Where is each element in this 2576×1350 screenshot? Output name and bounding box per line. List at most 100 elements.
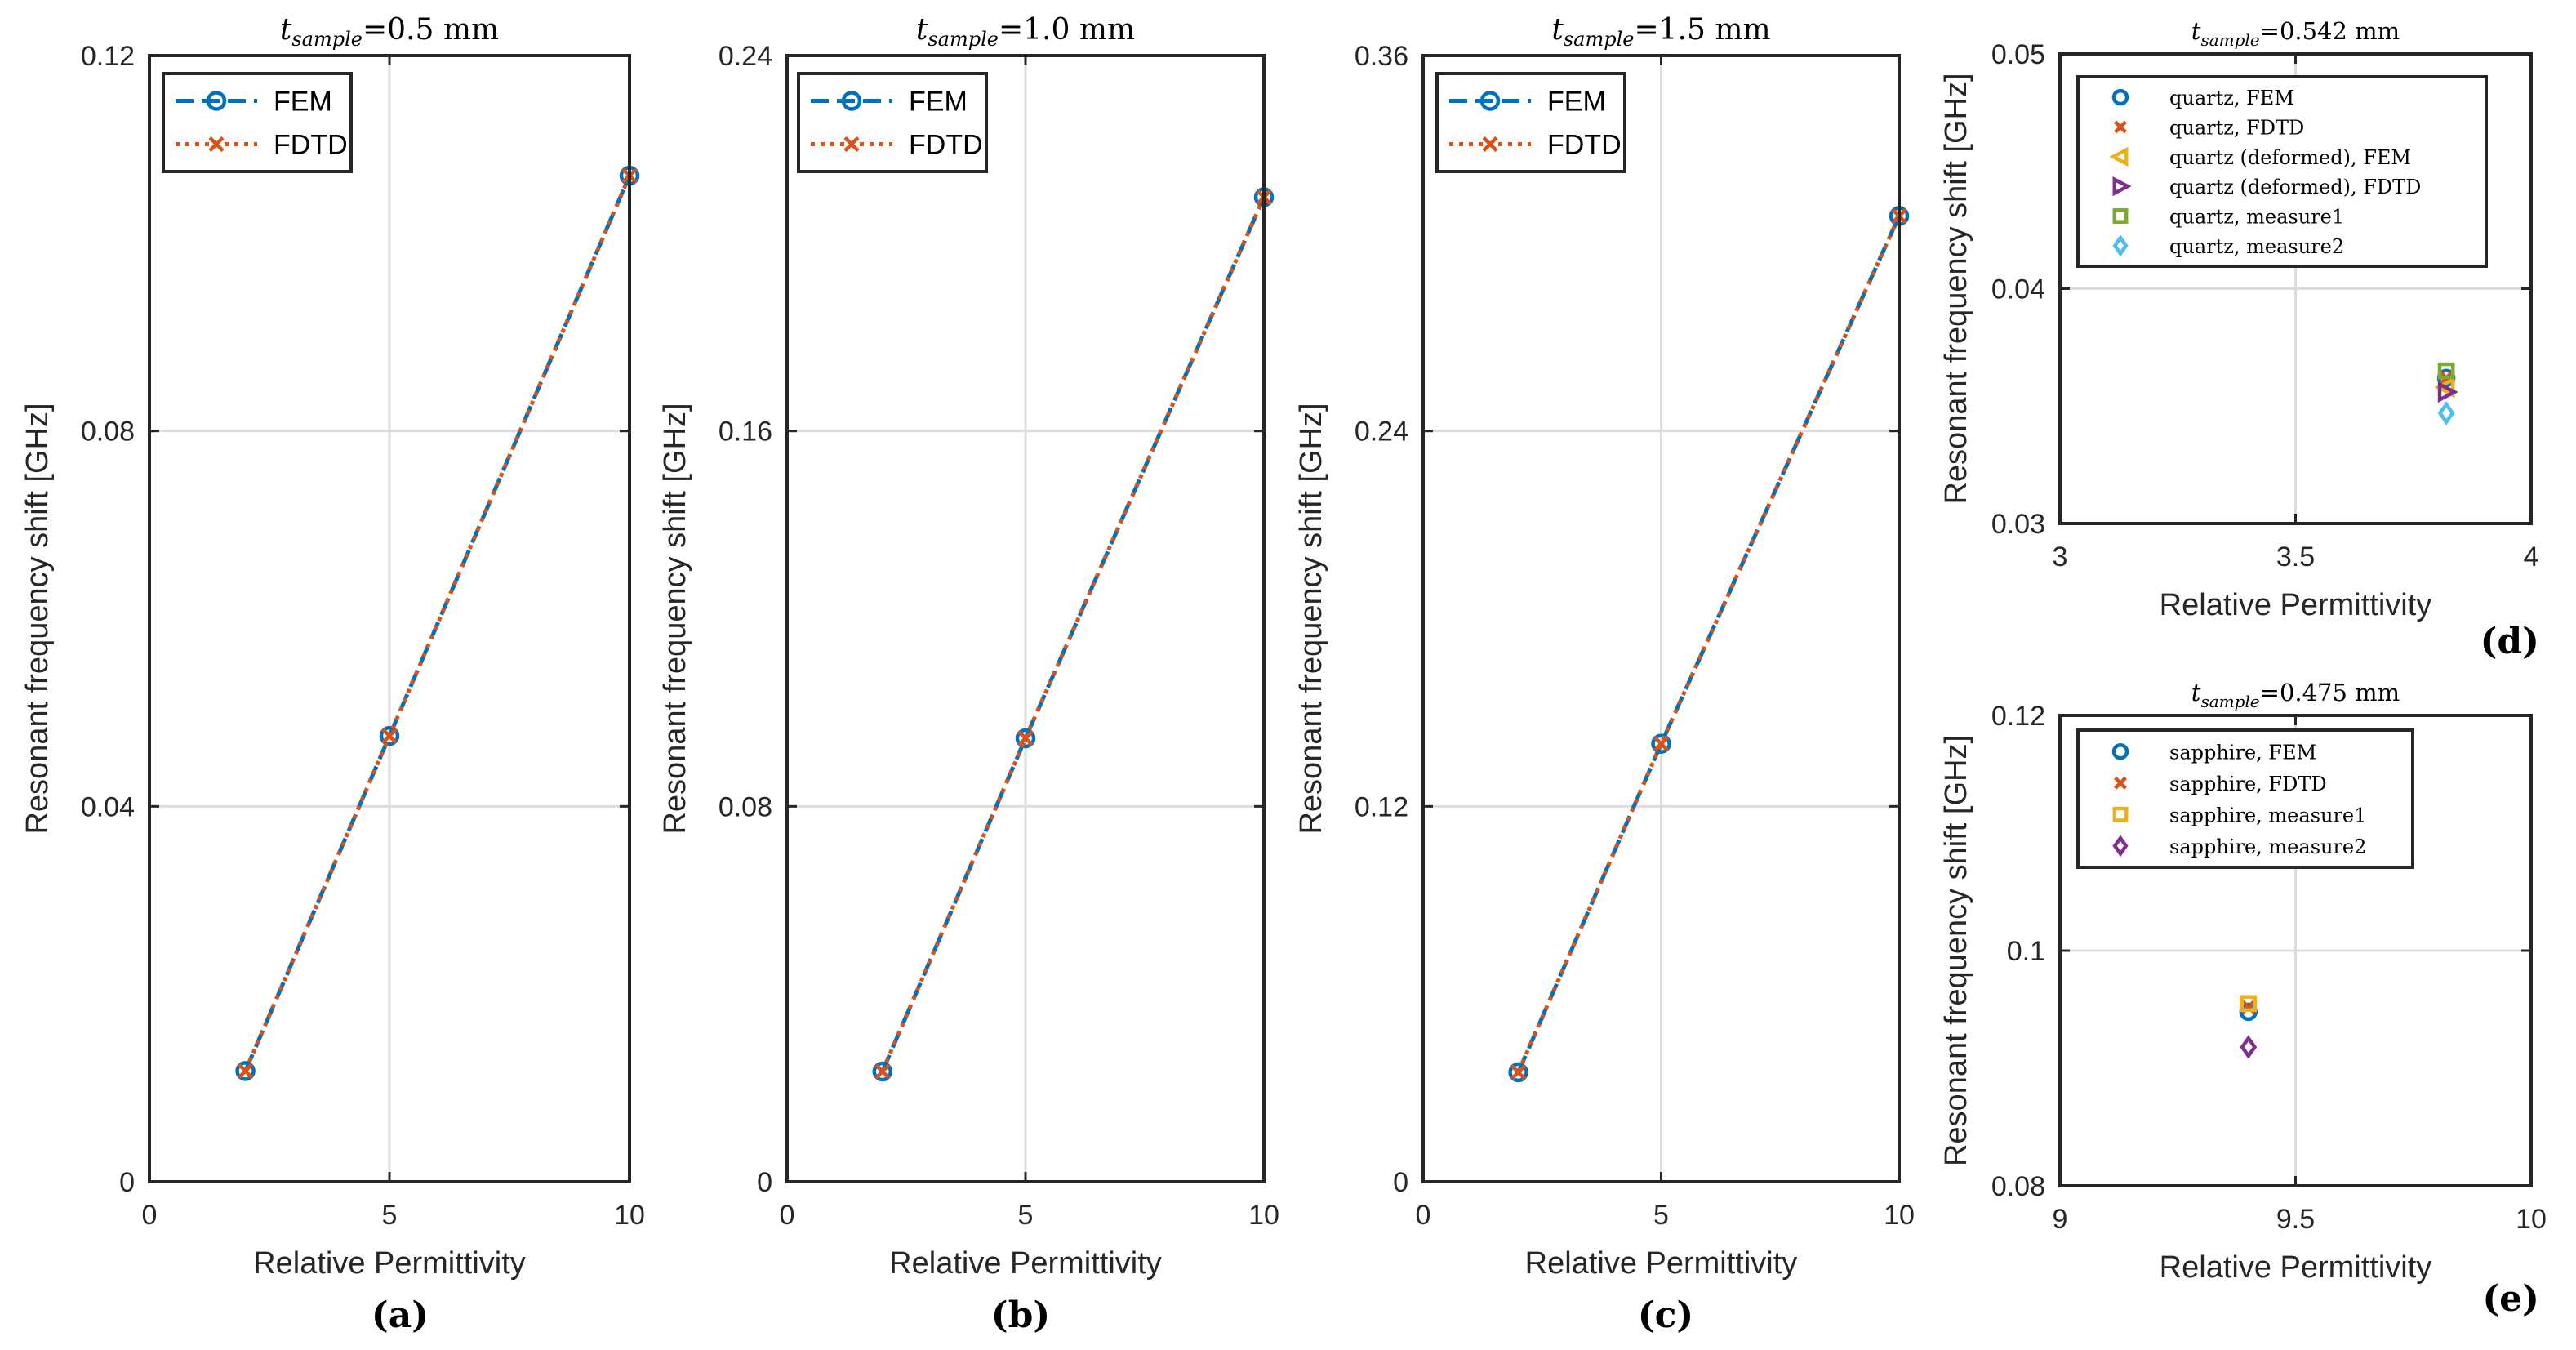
x-axis-label: Relative Permittivity — [889, 1246, 1162, 1281]
y-tick-label: 0.04 — [81, 791, 135, 822]
x-tick-label: 10 — [2516, 1204, 2547, 1235]
y-tick-label: 0 — [1393, 1167, 1408, 1198]
title-var: t — [2191, 679, 2201, 706]
legend-entry: sapphire, FDTD — [2169, 773, 2327, 795]
legend-box — [2076, 728, 2414, 869]
title-var: t — [916, 13, 928, 47]
x-axis-label: Relative Permittivity — [1525, 1246, 1798, 1281]
x-tick-label: 10 — [1884, 1200, 1915, 1231]
panel-label: (c) — [1638, 1294, 1693, 1336]
legend-entry: quartz (deformed), FEM — [2169, 146, 2411, 169]
y-tick-label: 0.12 — [1355, 791, 1408, 822]
y-tick-label: 0 — [119, 1167, 135, 1198]
x-tick-label: 9 — [2053, 1204, 2068, 1235]
title-rest: =1.0 mm — [999, 13, 1135, 47]
legend-marker — [2112, 176, 2132, 197]
series-quartz-measure1 — [2437, 362, 2455, 380]
legend-marker — [1479, 91, 1501, 111]
x-axis-label: Relative Permittivity — [2160, 588, 2432, 622]
legend-entry: sapphire, measure2 — [2169, 835, 2366, 858]
legend-box — [162, 72, 353, 173]
legend-entry: sapphire, FEM — [2169, 741, 2316, 764]
x-tick-label: 0 — [142, 1200, 158, 1231]
series-line — [880, 196, 1266, 1072]
y-tick-label: 0.24 — [719, 41, 772, 72]
chart-d: 3 3.5 4 0.03 0.04 0.05 Relative Permittivity Re… — [1939, 17, 2539, 662]
title-var: t — [280, 13, 292, 47]
legend-entry: quartz, FDTD — [2169, 117, 2304, 140]
legend-marker — [2109, 146, 2129, 167]
legend-entry: quartz, FEM — [2169, 87, 2294, 109]
axes-box — [785, 54, 1266, 1183]
x-tick-label: 10 — [1248, 1200, 1279, 1231]
x-tick-label: 0 — [1416, 1200, 1431, 1231]
data-point — [2240, 1035, 2258, 1059]
x-axis-label: Relative Permittivity — [253, 1246, 526, 1281]
legend-marker — [2114, 120, 2127, 134]
y-tick-label: 0 — [757, 1167, 772, 1198]
data-point — [379, 725, 400, 746]
y-tick-label: 0.08 — [81, 417, 135, 448]
y-tick-label: 0.24 — [1355, 417, 1408, 448]
legend-entry: FDTD — [1547, 130, 1622, 161]
legend: quartz, FEM quartz, FDTD quartz (deformed)… — [2076, 75, 2488, 268]
data-point — [235, 1061, 256, 1081]
legend-entry: FEM — [1547, 87, 1606, 118]
x-tick-label: 5 — [1653, 1200, 1669, 1231]
legend-entry: FDTD — [909, 130, 983, 161]
legend-marker — [2114, 776, 2127, 790]
chart-title: tsample=1.0 mm — [916, 13, 1135, 51]
y-tick-label: 0.05 — [1991, 39, 2045, 70]
legend-marker — [208, 136, 225, 153]
data-point — [2437, 362, 2455, 380]
series-quartz-deformed-fem — [2434, 376, 2455, 399]
legend-entry: sapphire, measure1 — [2169, 804, 2366, 826]
series-fem — [1508, 206, 1910, 1083]
legend: FEM FDTD — [162, 72, 353, 173]
axes-box — [2058, 714, 2533, 1187]
title-sub: sample — [291, 28, 363, 51]
x-tick-label: 4 — [2524, 541, 2539, 573]
series-line — [1516, 215, 1902, 1073]
legend-entry: FEM — [909, 87, 968, 118]
y-tick-label: 0.12 — [81, 41, 135, 72]
legend-marker — [843, 136, 860, 153]
legend-marker — [2112, 835, 2129, 858]
legend-marker — [2111, 743, 2129, 760]
y-axis-label: Resonant frequency shift [GHz] — [20, 403, 55, 834]
y-tick-label: 0.36 — [1355, 41, 1408, 72]
series-fem — [872, 187, 1275, 1082]
series-sapphire-measure1 — [2240, 995, 2258, 1013]
y-tick-label: 0.03 — [1991, 509, 2045, 540]
data-point — [1015, 728, 1036, 749]
legend-marker — [1482, 136, 1498, 153]
title-sub: sample — [2200, 692, 2259, 711]
x-tick-label: 0 — [780, 1200, 795, 1231]
x-tick-label: 9.5 — [2276, 1204, 2315, 1235]
title-rest: =0.542 mm — [2260, 17, 2400, 45]
title-sub: sample — [2200, 30, 2259, 50]
data-point — [381, 728, 398, 744]
data-point — [2437, 401, 2455, 425]
y-tick-label: 0.1 — [2007, 936, 2045, 967]
series-line — [880, 196, 1266, 1072]
title-rest: =0.5 mm — [363, 13, 499, 47]
series-fem — [235, 165, 640, 1081]
legend-entry: quartz (deformed), FDTD — [2169, 176, 2421, 198]
title-sub: sample — [928, 28, 999, 51]
legend: FEM FDTD — [1435, 72, 1626, 173]
y-tick-label: 0.08 — [1991, 1171, 2045, 1202]
legend: sapphire, FEM sapphire, FDTD sapphire, mea… — [2076, 728, 2414, 869]
chart-title: tsample=0.475 mm — [2191, 679, 2400, 711]
title-sub: sample — [1564, 28, 1635, 51]
data-point — [2434, 376, 2455, 399]
data-point — [1508, 1062, 1528, 1083]
legend: FEM FDTD — [797, 72, 988, 173]
legend-marker — [2112, 806, 2129, 822]
y-tick-label: 0.12 — [1991, 701, 2045, 732]
chart-title: tsample=0.542 mm — [2191, 17, 2400, 50]
y-axis-label: Resonant frequency shift [GHz] — [1939, 735, 1973, 1166]
data-point — [874, 1063, 891, 1080]
y-axis-label: Resonant frequency shift [GHz] — [1294, 403, 1328, 834]
